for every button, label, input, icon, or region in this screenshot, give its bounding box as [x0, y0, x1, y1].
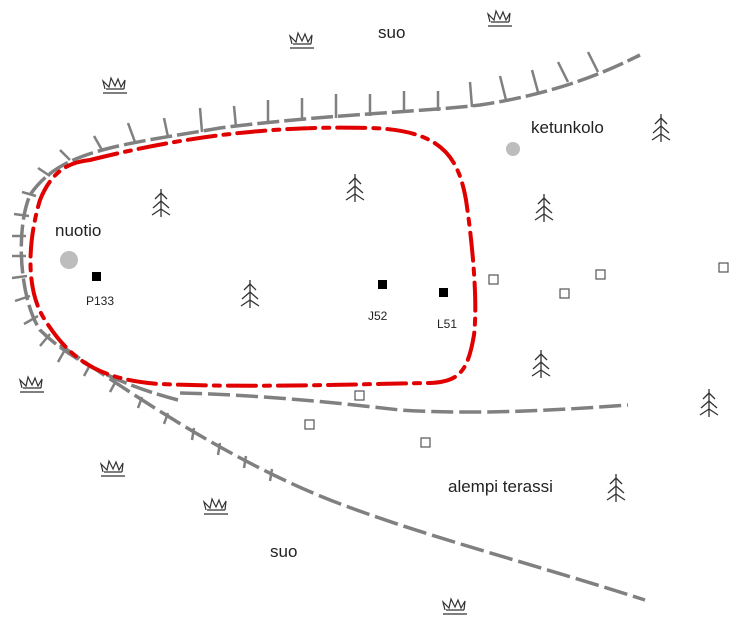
test-pit-marker	[488, 274, 499, 285]
find-label-l51: L51	[437, 317, 457, 331]
find-marker	[92, 272, 101, 281]
test-pit-marker	[354, 390, 365, 401]
test-pit-marker	[304, 419, 315, 430]
tree-symbol	[151, 188, 171, 218]
marsh-symbol	[102, 77, 128, 94]
marsh-symbol	[289, 32, 315, 49]
find-marker	[439, 288, 448, 297]
test-pit-marker	[718, 262, 729, 273]
find-marker	[378, 280, 387, 289]
marsh-symbol	[19, 376, 45, 393]
hearth-marker	[506, 142, 520, 156]
find-label-p133: P133	[86, 294, 114, 308]
label-nuotio: nuotio	[55, 221, 101, 240]
label-suo-top: suo	[378, 23, 405, 42]
terrace-edge-lower	[59, 343, 646, 602]
test-pit-markers	[304, 262, 729, 448]
label-ketunkolo: ketunkolo	[531, 118, 604, 137]
site-outline	[28, 125, 478, 388]
tree-symbol	[240, 279, 260, 309]
tree-symbol	[606, 473, 626, 503]
terrace-edge-upper	[11, 51, 641, 402]
tree-symbol	[345, 173, 365, 203]
marsh-symbol	[442, 598, 468, 615]
tree-symbol	[534, 193, 554, 223]
lower-terrace-line	[179, 391, 629, 414]
hearth-marker	[60, 251, 78, 269]
marsh-symbol	[203, 498, 229, 515]
test-pit-marker	[559, 288, 570, 299]
find-label-j52: J52	[368, 309, 388, 323]
tree-symbol	[651, 113, 671, 143]
test-pit-marker	[595, 269, 606, 280]
test-pit-marker	[420, 437, 431, 448]
label-alempi-terassi: alempi terassi	[448, 477, 553, 496]
label-suo-bottom: suo	[270, 542, 297, 561]
marsh-symbol	[487, 10, 513, 27]
marsh-symbol	[100, 460, 126, 477]
tree-symbol	[531, 349, 551, 379]
tree-symbol	[699, 388, 719, 418]
